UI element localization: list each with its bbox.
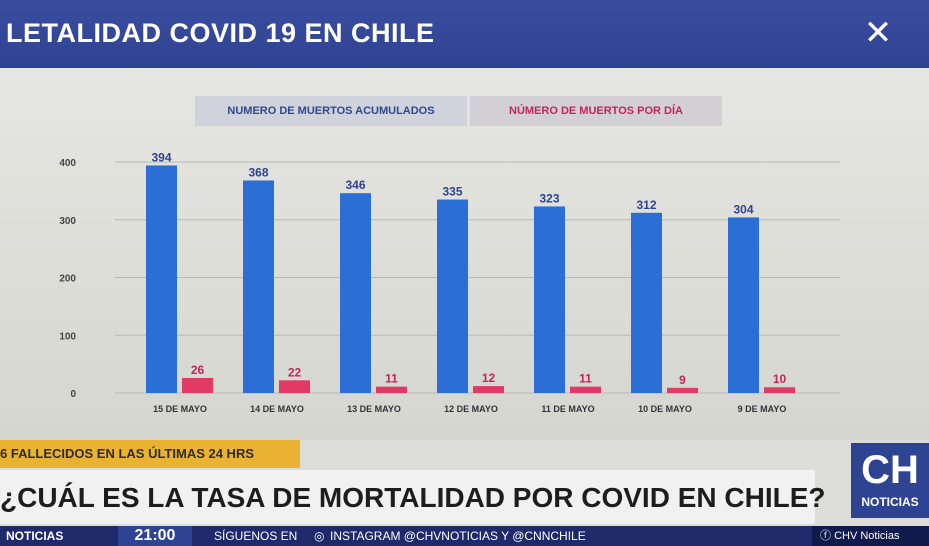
x-tick-label: 12 DE MAYO [444,404,498,414]
bar-daily [376,386,407,393]
data-label: 22 [288,365,302,379]
bar-daily [570,386,601,393]
bar-daily [473,386,504,393]
data-label: 9 [679,373,686,387]
bar-daily [182,377,213,393]
bar-daily [764,387,795,393]
legend-cumulative: NUMERO DE MUERTOS ACUMULADOS [195,96,467,126]
x-tick-label: 15 DE MAYO [153,404,207,414]
logo-sub: NOTICIAS [861,495,919,509]
social-handles: INSTAGRAM @CHVNOTICIAS Y @CNNCHILE [330,529,586,543]
data-label: 323 [539,191,559,205]
data-label: 11 [579,372,592,386]
data-label: 335 [442,185,462,199]
bar-cumulative [437,199,468,393]
data-label: 346 [345,178,365,192]
data-label: 312 [636,198,656,212]
data-label: 12 [482,371,496,385]
bottom-brand: NOTICIAS [6,529,64,543]
x-tick-label: 13 DE MAYO [347,404,401,414]
close-button[interactable]: ✕ [863,14,893,52]
bar-daily [667,387,698,393]
page-title: LETALIDAD COVID 19 EN CHILE [6,18,435,48]
clock: 21:00 [118,526,192,546]
bar-cumulative [534,206,565,393]
data-label: 304 [733,202,753,216]
bar-chart: 0 100 200 300 400 394 26 15 DE MAYO 368 22 14 DE M… [59,150,840,414]
bar-cumulative [631,212,662,393]
y-tick-label: 0 [70,389,76,400]
bar-cumulative [243,180,274,393]
legend-daily: NÚMERO DE MUERTOS POR DÍA [470,96,722,126]
data-label: 26 [191,363,205,377]
bar-daily [279,380,310,393]
instagram-icon: ◎ [314,529,325,543]
question-bar: ¿CUÁL ES LA TASA DE MORTALIDAD POR COVID… [0,470,825,524]
facebook-handle: CHV Noticias [834,530,900,542]
ticker-label: 6 FALLECIDOS EN LAS ÚLTIMAS 24 HRS [0,440,300,468]
x-tick-label: 11 DE MAYO [541,404,594,414]
logo-mark: CH [861,448,919,492]
x-tick-label: 9 DE MAYO [738,404,787,414]
header-bar: LETALIDAD COVID 19 EN CHILE ✕ [0,0,929,68]
follow-label: SÍGUENOS EN [214,529,298,543]
data-label: 368 [248,165,268,179]
channel-logo: CH NOTICIAS [851,443,929,518]
bottom-bar: NOTICIAS 21:00 SÍGUENOS EN ◎ INSTAGRAM @… [0,526,929,546]
bar-cumulative [340,193,371,393]
bar-cumulative [728,217,759,393]
facebook-icon: ⓕ [820,530,831,542]
y-tick-label: 300 [59,216,76,227]
question-text: ¿CUÁL ES LA TASA DE MORTALIDAD POR COVID… [0,482,826,513]
y-tick-label: 200 [59,274,76,285]
y-tick-label: 100 [59,331,76,342]
y-tick-label: 400 [59,158,76,169]
x-tick-label: 14 DE MAYO [250,404,304,414]
facebook-pill: ⓕ CHV Noticias [812,526,929,546]
data-label: 10 [773,372,787,386]
data-label: 11 [385,372,398,386]
bar-cumulative [146,165,177,393]
x-tick-label: 10 DE MAYO [638,404,692,414]
data-label: 394 [151,150,171,164]
